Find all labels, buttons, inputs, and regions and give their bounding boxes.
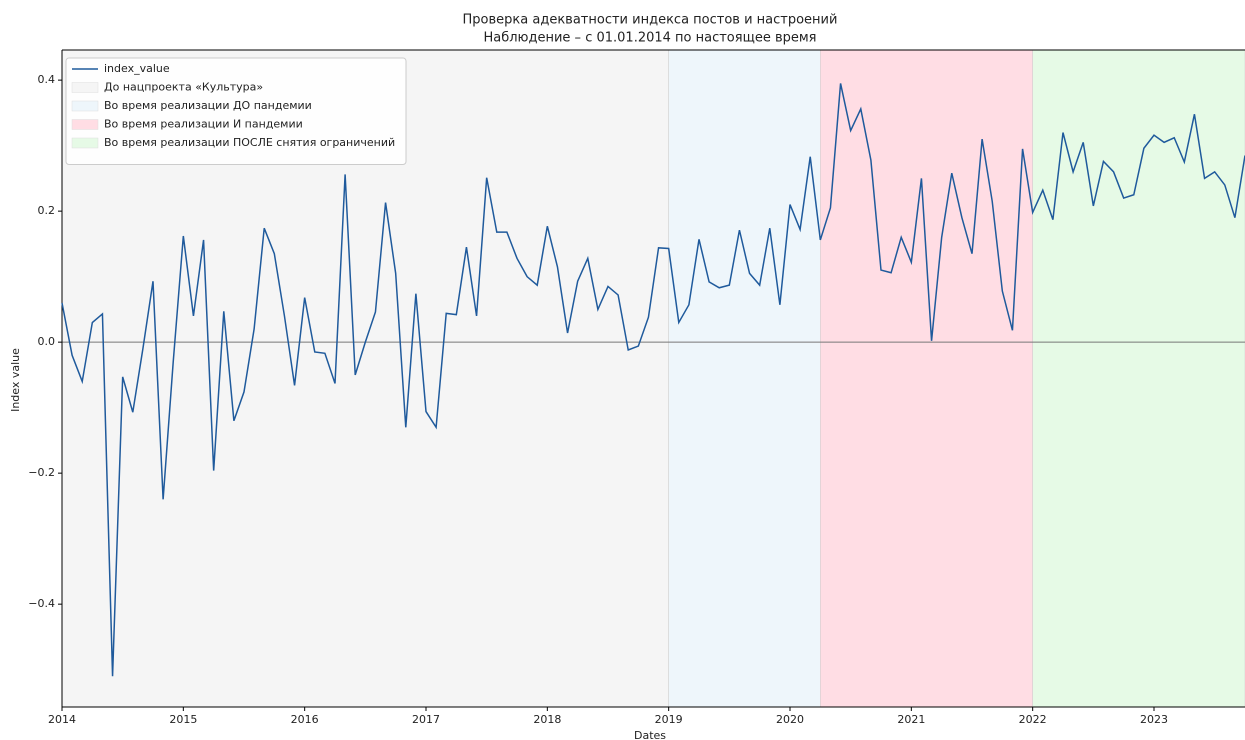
x-tick-label: 2020 bbox=[776, 713, 804, 726]
x-tick-label: 2014 bbox=[48, 713, 76, 726]
shaded-period bbox=[820, 49, 1033, 708]
legend-label: Во время реализации И пандемии bbox=[104, 118, 303, 131]
legend-label: Во время реализации ПОСЛЕ снятия огранич… bbox=[104, 136, 395, 149]
y-axis-label: Index value bbox=[9, 348, 22, 412]
x-tick-label: 2022 bbox=[1019, 713, 1047, 726]
x-tick-label: 2023 bbox=[1140, 713, 1168, 726]
legend-swatch bbox=[71, 82, 99, 93]
y-tick-label: −0.4 bbox=[28, 597, 55, 610]
chart-subtitle: Наблюдение – с 01.01.2014 по настоящее в… bbox=[483, 31, 816, 46]
legend-swatch bbox=[71, 137, 99, 149]
x-tick-label: 2021 bbox=[897, 713, 925, 726]
legend-swatch bbox=[71, 100, 99, 112]
legend: index_value До нацпроекта «Культура» Во вр… bbox=[65, 57, 407, 165]
x-axis-label: Dates bbox=[634, 729, 666, 740]
x-tick-label: 2019 bbox=[655, 713, 683, 726]
shaded-period bbox=[668, 49, 821, 708]
y-tick-label: 0.0 bbox=[38, 335, 56, 348]
y-tick-label: −0.2 bbox=[28, 466, 55, 479]
shaded-period bbox=[1032, 49, 1245, 708]
x-tick-label: 2016 bbox=[291, 713, 319, 726]
legend-label: Во время реализации ДО пандемии bbox=[104, 99, 312, 112]
data-line bbox=[61, 83, 1245, 677]
chart-title: Проверка адекватности индекса постов и н… bbox=[463, 13, 838, 28]
y-tick-label: 0.2 bbox=[38, 204, 56, 217]
legend-box bbox=[65, 57, 407, 165]
legend-label: index_value bbox=[104, 62, 170, 75]
legend-label: До нацпроекта «Культура» bbox=[104, 81, 263, 94]
y-tick-label: 0.4 bbox=[38, 73, 56, 86]
legend-swatch bbox=[71, 119, 99, 130]
x-tick-label: 2017 bbox=[412, 713, 440, 726]
x-tick-label: 2015 bbox=[169, 713, 197, 726]
x-tick-label: 2018 bbox=[533, 713, 561, 726]
